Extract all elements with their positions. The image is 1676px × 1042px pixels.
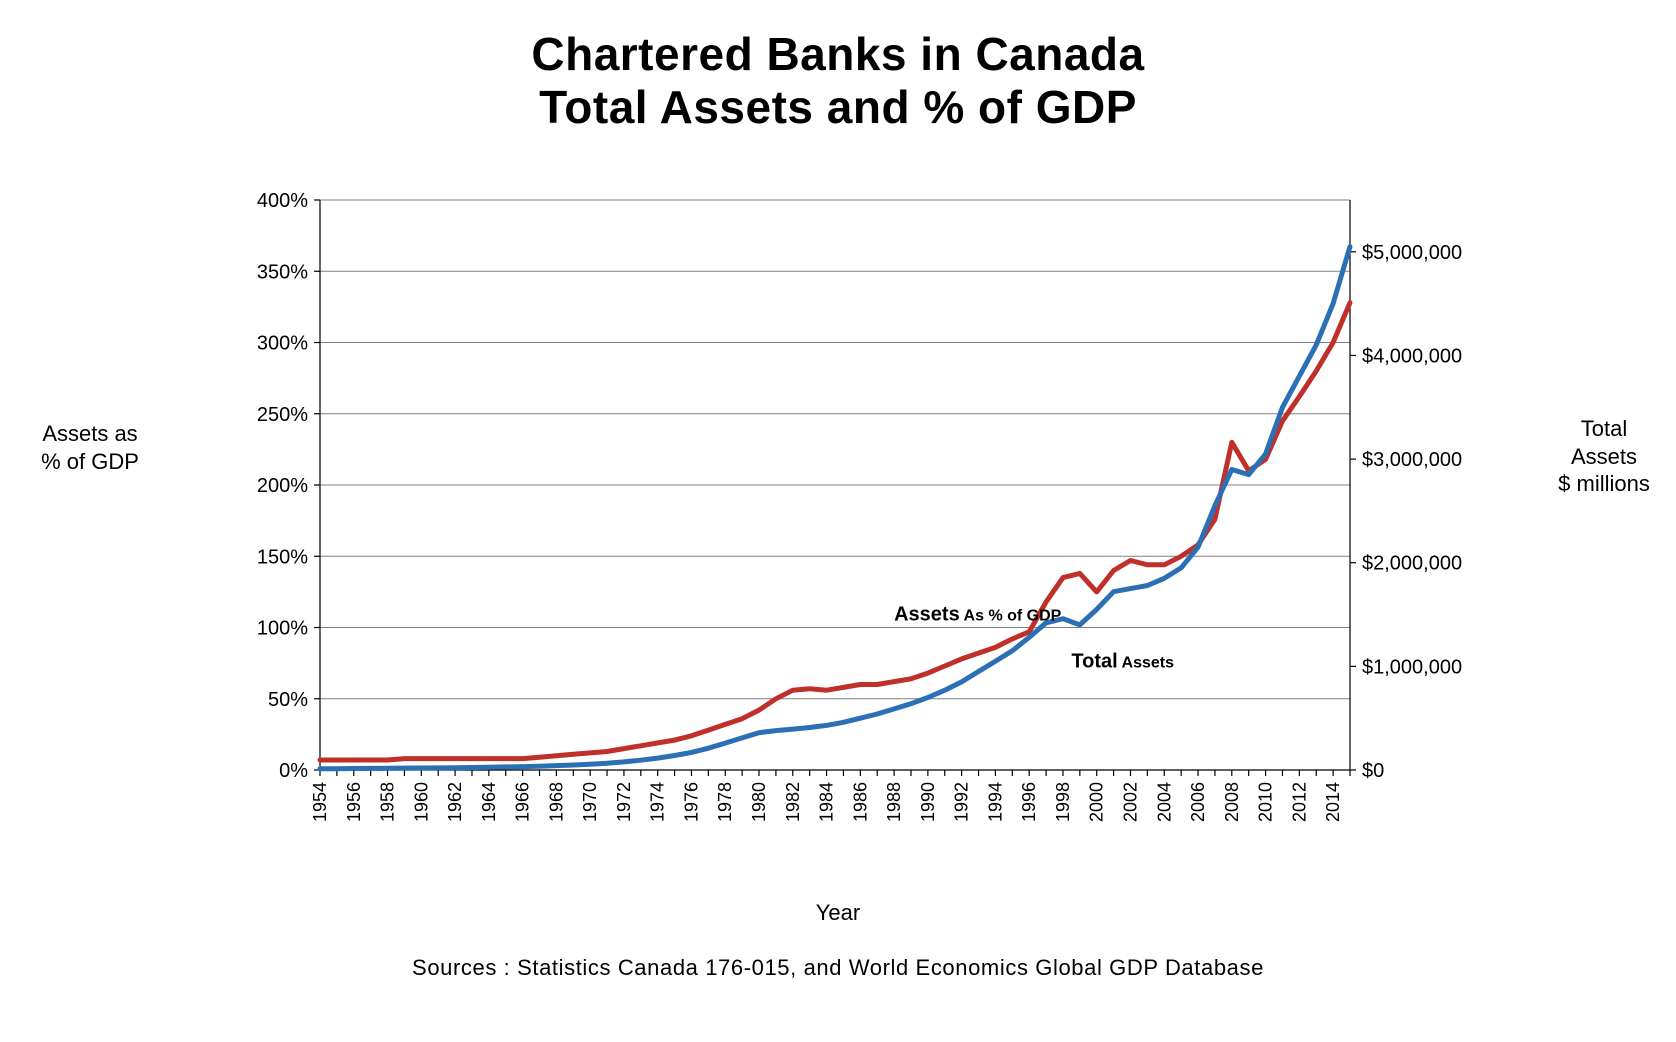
title-line-2: Total Assets and % of GDP: [539, 81, 1137, 133]
y-left-tick-label: 150%: [257, 546, 308, 568]
x-tick-label: 1956: [344, 782, 364, 822]
x-tick-label: 2000: [1087, 782, 1107, 822]
x-tick-label: 1958: [378, 782, 398, 822]
x-axis-label: Year: [0, 900, 1676, 926]
x-tick-label: 2006: [1188, 782, 1208, 822]
chart-area: 0% 50% 100% 150% 200% 250% 300% 350% 400% $0 $1,00…: [80, 180, 1600, 920]
y-right-tick-label: $2,000,000: [1362, 553, 1462, 575]
x-tick-label: 1972: [614, 782, 634, 822]
y-right-tick-label: $4,000,000: [1362, 345, 1462, 367]
x-tick-label: 1966: [513, 782, 533, 822]
title-line-1: Chartered Banks in Canada: [531, 28, 1144, 80]
x-tick-label: 1984: [817, 782, 837, 822]
y-right-tick-label: $3,000,000: [1362, 449, 1462, 471]
chart-svg: 0% 50% 100% 150% 200% 250% 300% 350% 400% $0 $1,00…: [80, 180, 1600, 920]
y-left-tick-label: 400%: [257, 190, 308, 212]
x-tick-label: 1976: [681, 782, 701, 822]
x-tick-label: 1980: [749, 782, 769, 822]
x-tick-label: 1994: [985, 782, 1005, 822]
x-tick-label: 2008: [1222, 782, 1242, 822]
x-tick-label: 1954: [310, 782, 330, 822]
gridlines: [320, 200, 1350, 770]
x-tick-label: 1998: [1053, 782, 1073, 822]
x-tick-label: 1970: [580, 782, 600, 822]
chart-title: Chartered Banks in Canada Total Assets a…: [0, 0, 1676, 134]
x-tick-label: 1978: [715, 782, 735, 822]
y-left-tick-label: 200%: [257, 475, 308, 497]
y-left-tick-label: 0%: [279, 760, 308, 782]
y-right-tick-label: $1,000,000: [1362, 656, 1462, 678]
x-tick-label: 2004: [1154, 782, 1174, 822]
series-assets-pct-gdp: [320, 303, 1350, 760]
y-right-tick-label: $0: [1362, 760, 1384, 782]
x-tick-label: 1988: [884, 782, 904, 822]
y-left-tick-label: 300%: [257, 333, 308, 355]
x-tick-label: 2010: [1256, 782, 1276, 822]
x-tick-label: 1968: [546, 782, 566, 822]
y-left-tick-label: 100%: [257, 618, 308, 640]
x-tick-label: 1990: [918, 782, 938, 822]
series-label-red: Assets As % of GDP: [894, 603, 1062, 625]
y-left-tick-label: 50%: [268, 689, 308, 711]
x-tick-label: 1982: [783, 782, 803, 822]
x-tick-label: 1964: [479, 782, 499, 822]
x-tick-label: 2012: [1289, 782, 1309, 822]
sources-caption: Sources : Statistics Canada 176-015, and…: [0, 955, 1676, 981]
x-tick-label: 1992: [952, 782, 972, 822]
chart-page: Chartered Banks in Canada Total Assets a…: [0, 0, 1676, 1042]
x-tick-label: 1986: [850, 782, 870, 822]
x-tick-label: 2002: [1120, 782, 1140, 822]
y-left-tick-label: 350%: [257, 261, 308, 283]
x-tick-label: 1962: [445, 782, 465, 822]
x-tick-label: 2014: [1323, 782, 1343, 822]
x-tick-label: 1960: [411, 782, 431, 822]
y-left-tick-label: 250%: [257, 404, 308, 426]
y-right-tick-label: $5,000,000: [1362, 242, 1462, 264]
x-tick-label: 1996: [1019, 782, 1039, 822]
series-label-blue: Total Assets: [1071, 650, 1174, 672]
x-tick-label: 1974: [648, 782, 668, 822]
